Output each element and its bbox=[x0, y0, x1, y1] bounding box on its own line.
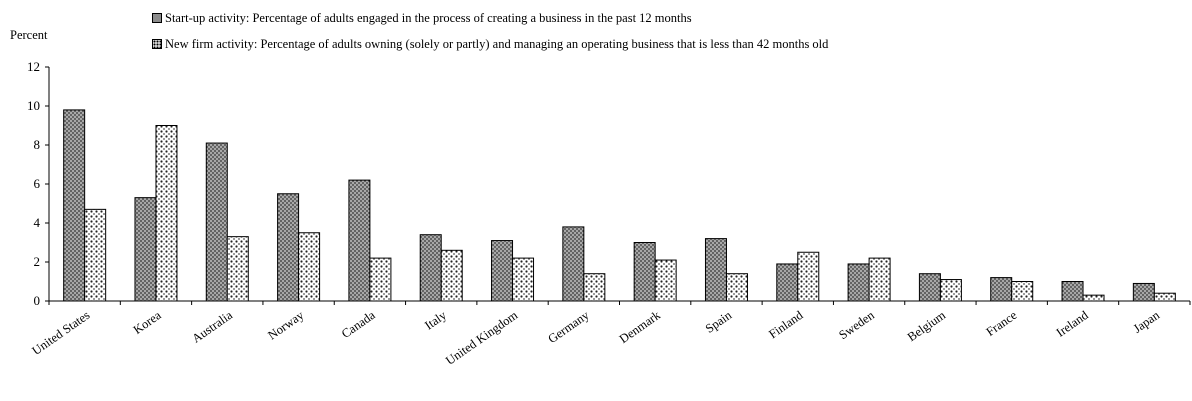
bar-startup bbox=[277, 193, 300, 302]
x-tick-label: Sweden bbox=[836, 308, 877, 343]
x-tick-label: Finland bbox=[766, 308, 806, 342]
y-axis-title: Percent bbox=[10, 28, 48, 42]
y-tick-label: 10 bbox=[27, 98, 40, 113]
bar-startup bbox=[776, 263, 799, 302]
bar-startup bbox=[419, 234, 442, 302]
x-tick-label: Norway bbox=[265, 308, 307, 343]
bar-new-firm bbox=[1011, 281, 1034, 302]
bar-startup bbox=[633, 242, 656, 302]
bar-new-firm bbox=[868, 257, 891, 302]
bar-new-firm bbox=[797, 251, 820, 302]
bar-new-firm bbox=[654, 259, 677, 302]
y-tick-label: 8 bbox=[34, 137, 41, 152]
bar-new-firm bbox=[1153, 292, 1176, 302]
bar-startup bbox=[704, 238, 727, 302]
bar-new-firm bbox=[725, 273, 748, 302]
legend-swatch-startup bbox=[152, 13, 162, 23]
bar-startup bbox=[1061, 281, 1084, 302]
y-tick-label: 0 bbox=[34, 293, 41, 308]
bar-startup bbox=[847, 263, 870, 302]
x-tick-label: Japan bbox=[1131, 308, 1163, 336]
bar-new-firm bbox=[1082, 294, 1105, 302]
bar-startup bbox=[134, 197, 157, 302]
bar-new-firm bbox=[84, 208, 107, 302]
x-tick-label: Denmark bbox=[617, 308, 664, 347]
x-tick-label: United States bbox=[29, 308, 92, 358]
x-tick-label: United Kingdom bbox=[443, 308, 520, 368]
bar-startup bbox=[63, 109, 86, 302]
bar-new-firm bbox=[939, 279, 962, 302]
y-tick-label: 12 bbox=[27, 59, 40, 74]
x-tick-label: Italy bbox=[422, 308, 449, 333]
bar-startup bbox=[990, 277, 1013, 302]
x-tick-label: Canada bbox=[339, 308, 378, 341]
legend-swatch-new-firm bbox=[152, 39, 162, 49]
bar-startup bbox=[1132, 282, 1155, 302]
legend-item-new-firm: New firm activity: Percentage of adults … bbox=[152, 36, 828, 52]
x-tick-label: Australia bbox=[189, 308, 235, 346]
bar-startup bbox=[562, 226, 585, 302]
legend-item-startup: Start-up activity: Percentage of adults … bbox=[152, 10, 692, 26]
bar-new-firm bbox=[226, 236, 249, 302]
legend-label-new-firm: New firm activity: Percentage of adults … bbox=[165, 37, 829, 51]
bar-new-firm bbox=[583, 273, 606, 302]
y-tick-label: 6 bbox=[34, 176, 41, 191]
bar-startup bbox=[348, 179, 371, 302]
x-tick-label: Belgium bbox=[905, 308, 949, 344]
bar-new-firm bbox=[369, 257, 392, 302]
x-tick-label: Ireland bbox=[1054, 308, 1092, 340]
bar-startup bbox=[491, 240, 514, 302]
bar-new-firm bbox=[298, 232, 321, 302]
bar-startup bbox=[205, 142, 228, 302]
bar-new-firm bbox=[512, 257, 535, 302]
bar-new-firm bbox=[440, 249, 463, 302]
legend-label-startup: Start-up activity: Percentage of adults … bbox=[165, 11, 692, 25]
bar-startup bbox=[918, 273, 941, 302]
y-tick-label: 2 bbox=[34, 254, 41, 269]
bar-new-firm bbox=[155, 125, 178, 302]
x-tick-label: Korea bbox=[131, 308, 164, 337]
x-tick-label: Germany bbox=[545, 308, 592, 347]
y-tick-label: 4 bbox=[34, 215, 41, 230]
x-tick-label: France bbox=[984, 308, 1020, 339]
x-tick-label: Spain bbox=[703, 308, 735, 336]
